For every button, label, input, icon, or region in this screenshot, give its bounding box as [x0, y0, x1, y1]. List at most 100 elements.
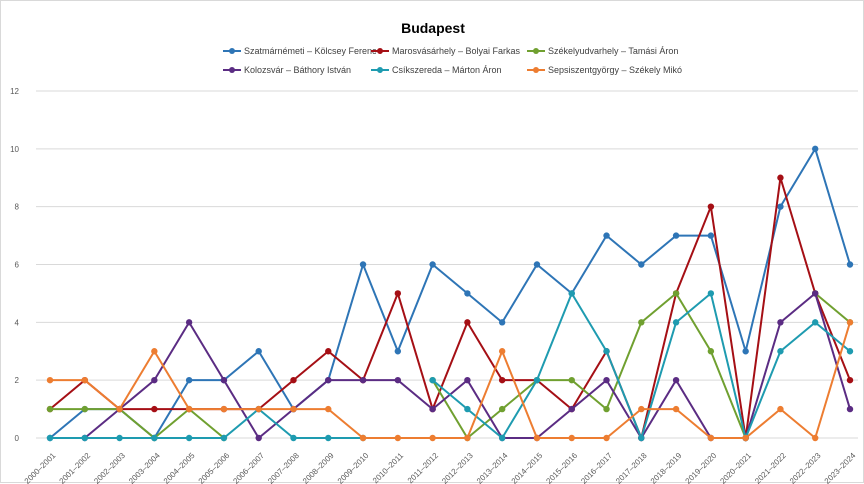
legend: Szatmárnémeti – Kölcsey Ferenc Marosvásár…: [223, 46, 682, 75]
data-point[interactable]: [603, 232, 610, 239]
data-point[interactable]: [777, 348, 784, 355]
data-point[interactable]: [46, 405, 54, 413]
legend-item: Kolozsvár – Báthory István: [223, 65, 351, 75]
data-point[interactable]: [116, 434, 123, 442]
data-point[interactable]: [394, 348, 402, 355]
data-point[interactable]: [603, 348, 610, 355]
data-point[interactable]: [707, 232, 715, 239]
data-point[interactable]: [464, 434, 471, 442]
data-point[interactable]: [220, 434, 228, 442]
data-point[interactable]: [359, 434, 367, 442]
data-point[interactable]: [359, 261, 367, 268]
data-point[interactable]: [290, 434, 297, 442]
data-point[interactable]: [220, 405, 228, 413]
data-point[interactable]: [429, 405, 436, 413]
data-point[interactable]: [777, 405, 784, 413]
data-point[interactable]: [151, 434, 158, 442]
data-point[interactable]: [429, 376, 436, 384]
data-point[interactable]: [394, 434, 402, 442]
data-point[interactable]: [742, 348, 749, 355]
data-point[interactable]: [151, 405, 158, 413]
data-point[interactable]: [777, 319, 784, 326]
data-point[interactable]: [533, 376, 541, 384]
data-point[interactable]: [812, 145, 819, 153]
data-point[interactable]: [185, 405, 193, 413]
data-point[interactable]: [812, 319, 819, 326]
data-point[interactable]: [255, 434, 262, 442]
data-point[interactable]: [325, 348, 332, 355]
data-point[interactable]: [498, 434, 506, 442]
data-point[interactable]: [81, 405, 88, 413]
data-point[interactable]: [151, 348, 158, 355]
data-point[interactable]: [707, 290, 715, 297]
y-tick-label: 4: [15, 318, 20, 327]
data-point[interactable]: [394, 290, 402, 297]
data-point[interactable]: [325, 434, 332, 442]
data-point[interactable]: [498, 376, 506, 384]
legend-label: Csíkszereda – Márton Áron: [392, 65, 502, 75]
data-point[interactable]: [568, 405, 575, 413]
x-tick-label: 2016–2017: [579, 451, 614, 484]
data-point[interactable]: [464, 290, 471, 297]
data-point[interactable]: [568, 290, 575, 297]
data-point[interactable]: [672, 376, 680, 384]
data-point[interactable]: [464, 376, 471, 384]
data-point[interactable]: [116, 405, 123, 413]
data-point[interactable]: [638, 405, 645, 413]
data-point[interactable]: [185, 319, 193, 326]
data-point[interactable]: [846, 348, 854, 355]
data-point[interactable]: [290, 376, 297, 384]
data-point[interactable]: [429, 261, 436, 268]
data-point[interactable]: [672, 405, 680, 413]
data-point[interactable]: [707, 348, 715, 355]
x-tick-label: 2012–2013: [440, 451, 475, 484]
data-point[interactable]: [185, 434, 193, 442]
data-point[interactable]: [777, 203, 784, 210]
data-point[interactable]: [672, 319, 680, 326]
data-point[interactable]: [46, 434, 54, 442]
data-point[interactable]: [846, 319, 854, 326]
data-point[interactable]: [325, 376, 332, 384]
data-point[interactable]: [707, 203, 715, 210]
data-point[interactable]: [394, 376, 402, 384]
data-point[interactable]: [812, 290, 819, 297]
data-point[interactable]: [672, 232, 680, 239]
data-point[interactable]: [777, 174, 784, 181]
x-tick-label: 2008–2009: [301, 451, 336, 484]
data-point[interactable]: [185, 376, 193, 384]
data-point[interactable]: [846, 405, 854, 413]
data-point[interactable]: [638, 319, 645, 326]
data-point[interactable]: [568, 434, 575, 442]
data-point[interactable]: [255, 348, 262, 355]
x-tick-label: 2011–2012: [406, 451, 441, 484]
data-point[interactable]: [603, 434, 610, 442]
data-point[interactable]: [255, 405, 262, 413]
data-point[interactable]: [742, 434, 749, 442]
data-point[interactable]: [429, 434, 436, 442]
data-point[interactable]: [533, 434, 541, 442]
data-point[interactable]: [498, 405, 506, 413]
data-point[interactable]: [707, 434, 715, 442]
data-point[interactable]: [638, 434, 645, 442]
data-point[interactable]: [325, 405, 332, 413]
data-point[interactable]: [81, 434, 88, 442]
data-point[interactable]: [603, 405, 610, 413]
data-point[interactable]: [498, 319, 506, 326]
data-point[interactable]: [533, 261, 541, 268]
data-point[interactable]: [290, 405, 297, 413]
data-point[interactable]: [464, 319, 471, 326]
data-point[interactable]: [46, 376, 54, 384]
data-point[interactable]: [359, 376, 367, 384]
data-point[interactable]: [151, 376, 158, 384]
data-point[interactable]: [498, 348, 506, 355]
data-point[interactable]: [846, 261, 854, 268]
data-point[interactable]: [220, 376, 228, 384]
data-point[interactable]: [672, 290, 680, 297]
data-point[interactable]: [464, 405, 471, 413]
data-point[interactable]: [638, 261, 645, 268]
data-point[interactable]: [603, 376, 610, 384]
data-point[interactable]: [568, 376, 575, 384]
data-point[interactable]: [846, 376, 854, 384]
data-point[interactable]: [81, 376, 88, 384]
data-point[interactable]: [812, 434, 819, 442]
